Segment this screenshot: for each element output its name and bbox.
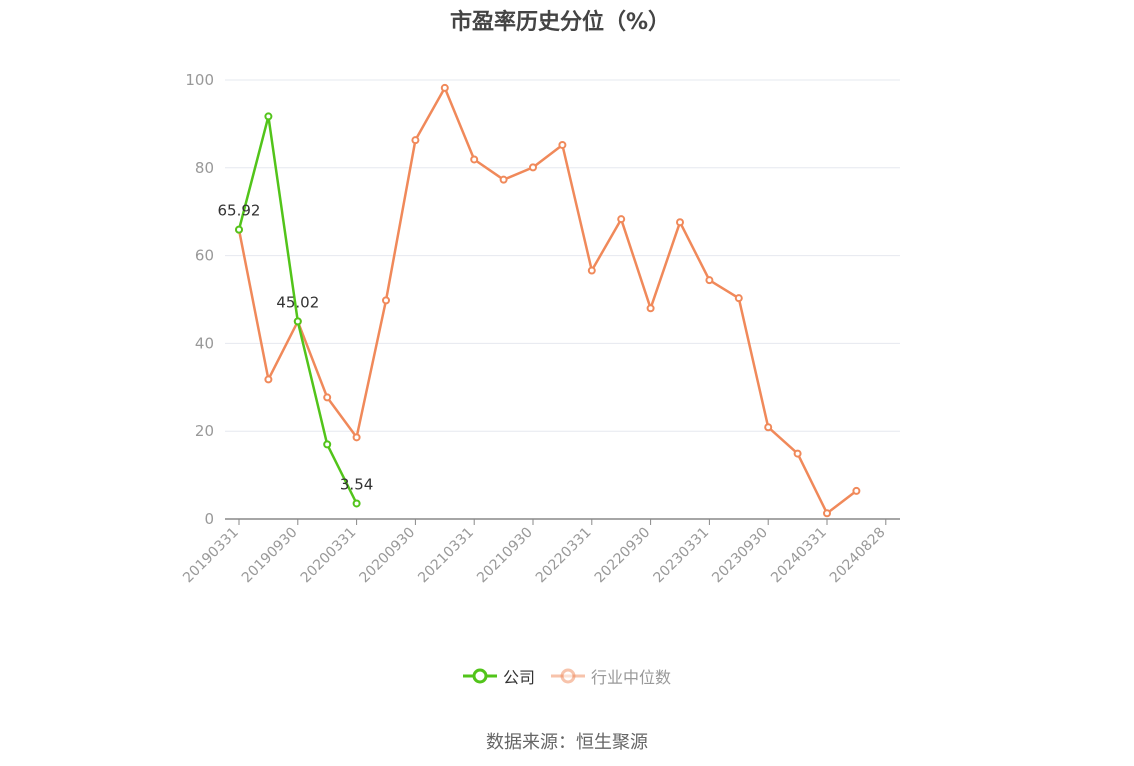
- data-label-company-4: 3.54: [340, 475, 373, 493]
- legend-marker-company: [462, 668, 497, 684]
- x-tick-label-20210331: 20210331: [415, 525, 477, 587]
- x-tick-label-20200930: 20200930: [357, 525, 419, 587]
- data-point-industry-median-18: [764, 423, 773, 432]
- data-point-industry-median-14: [646, 304, 655, 313]
- x-tick-label-20200331: 20200331: [298, 525, 360, 587]
- legend: 公司 行业中位数: [0, 664, 1134, 688]
- data-point-industry-median-12: [587, 266, 596, 275]
- legend-item-company[interactable]: 公司: [462, 664, 535, 688]
- data-point-industry-median-9: [499, 175, 508, 184]
- data-point-company-4: [352, 499, 361, 508]
- source-note: 数据来源：恒生聚源: [486, 732, 648, 753]
- legend-marker-industry-median: [551, 668, 585, 684]
- data-point-industry-median-10: [529, 163, 537, 172]
- data-label-company-2: 45.02: [276, 293, 319, 311]
- x-tick-label-20230331: 20230331: [651, 525, 713, 587]
- data-point-industry-median-16: [705, 276, 714, 285]
- data-point-industry-median-1: [264, 375, 273, 384]
- series-layer: [235, 83, 861, 518]
- data-point-industry-median-21: [852, 486, 861, 495]
- y-tick-label-40: 40: [195, 334, 214, 352]
- data-point-industry-median-13: [617, 215, 626, 224]
- data-point-company-1: [264, 112, 273, 121]
- data-point-industry-median-4: [352, 433, 361, 442]
- legend-label-company: 公司: [502, 668, 535, 687]
- data-point-industry-median-3: [323, 393, 332, 402]
- x-tick-label-20190930: 20190930: [239, 525, 301, 587]
- data-point-industry-median-17: [734, 294, 743, 303]
- data-label-company-0: 65.92: [218, 202, 261, 220]
- series-line-industry-median: [237, 86, 858, 515]
- data-point-company-3: [323, 440, 332, 449]
- y-tick-label-60: 60: [195, 247, 214, 265]
- x-tick-label-20210930: 20210930: [474, 525, 536, 587]
- data-point-industry-median-19: [793, 449, 802, 458]
- y-tick-label-80: 80: [195, 159, 214, 177]
- data-point-industry-median-20: [823, 509, 831, 518]
- data-point-industry-median-6: [411, 136, 420, 145]
- axis-layer: 0 20 40 60 80 100 2019033120190930202003312020…: [180, 71, 900, 586]
- y-tick-label-20: 20: [195, 422, 214, 440]
- data-point-company-2: [293, 317, 302, 326]
- legend-label-industry-median: 行业中位数: [591, 668, 672, 687]
- data-point-industry-median-8: [470, 155, 479, 164]
- y-tick-label-100: 100: [185, 71, 214, 89]
- label-layer: 65.92 45.02 3.54: [218, 202, 374, 494]
- data-point-industry-median-11: [558, 140, 567, 149]
- x-tick-label-20230930: 20230930: [709, 525, 771, 587]
- chart-title: 市盈率历史分位（%）: [449, 10, 671, 35]
- x-tick-label-20220331: 20220331: [533, 525, 595, 587]
- data-point-industry-median-7: [440, 83, 449, 92]
- x-tick-label-20240331: 20240331: [768, 525, 830, 587]
- grid-layer: [225, 79, 900, 432]
- data-point-industry-median-5: [382, 296, 390, 305]
- y-tick-label-0: 0: [204, 510, 214, 528]
- x-tick-label-20240828: 20240828: [827, 525, 889, 587]
- x-tick-label-20190331: 20190331: [180, 525, 242, 587]
- data-point-industry-median-15: [676, 218, 684, 227]
- legend-item-industry-median[interactable]: 行业中位数: [551, 664, 671, 688]
- x-tick-label-20220930: 20220930: [592, 525, 654, 587]
- data-point-company-0: [235, 225, 243, 234]
